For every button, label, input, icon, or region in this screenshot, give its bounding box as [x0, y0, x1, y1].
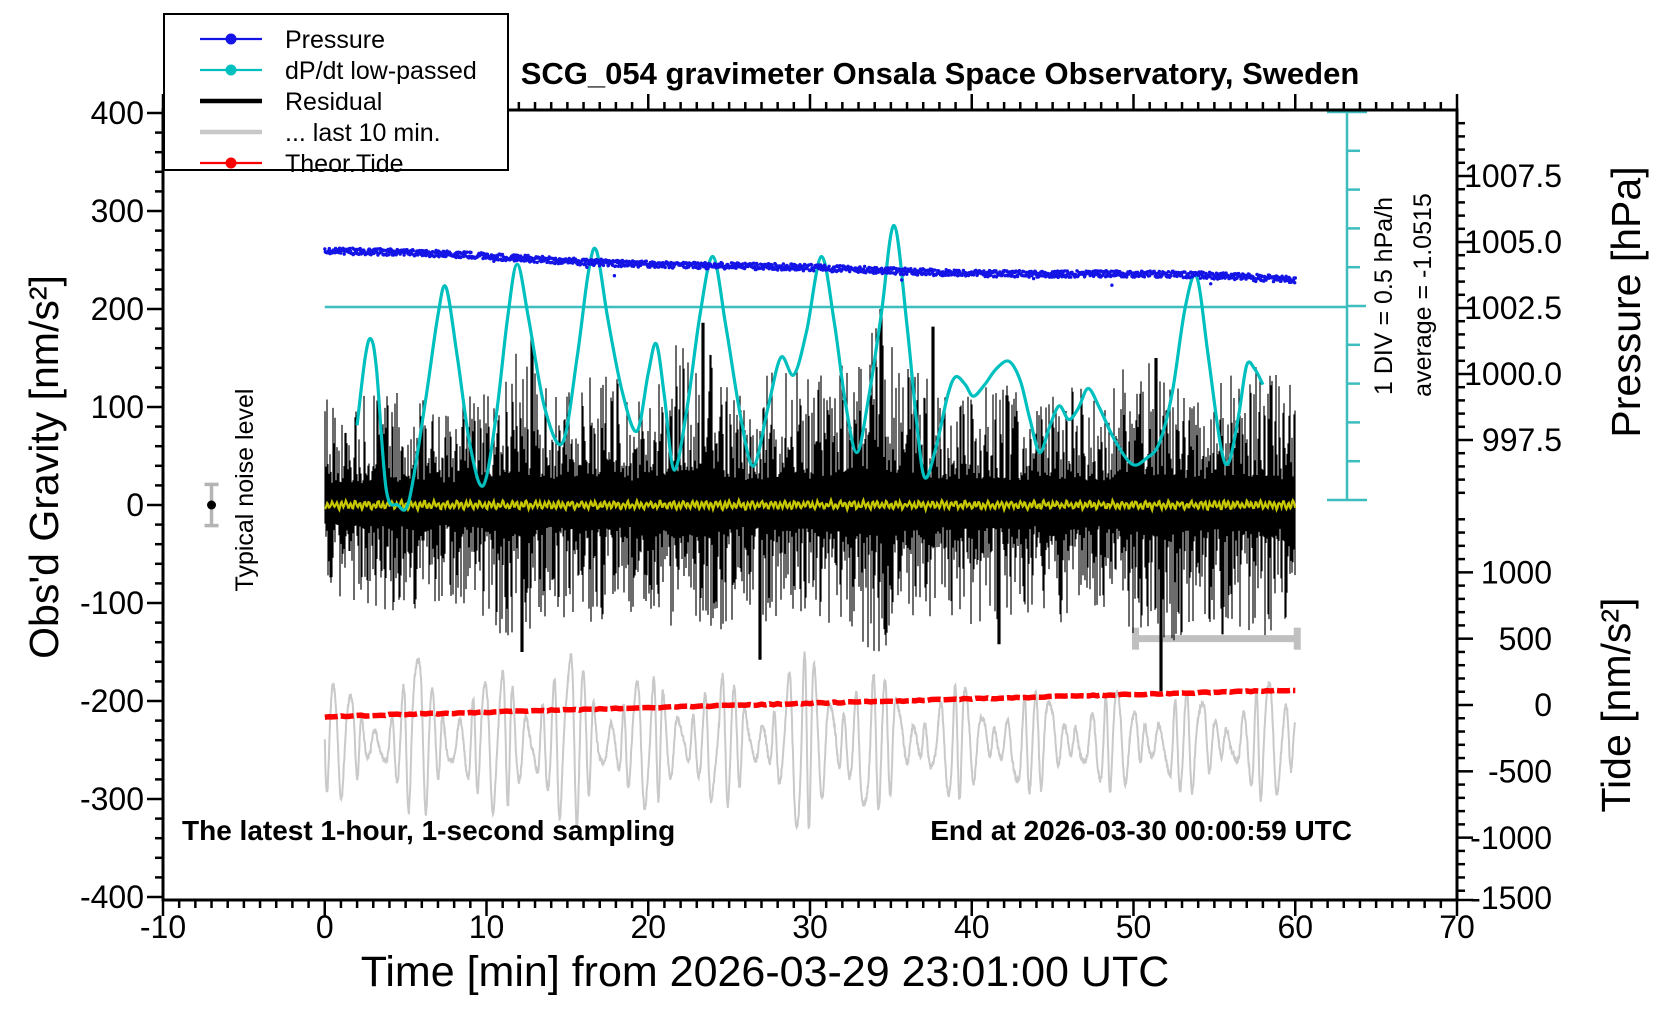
- tick-label: 60: [1277, 909, 1313, 945]
- tick-label: 300: [91, 193, 144, 229]
- theor-tide-line: [324, 687, 1296, 720]
- legend: Pressure dP/dt low-passed Residual ... last…: [163, 13, 509, 178]
- legend-item-label: Theor.Tide: [285, 150, 404, 178]
- legend-sample-dot: [225, 64, 237, 76]
- legend-item: dP/dt low-passed: [200, 57, 477, 85]
- tick-label: -100: [80, 585, 144, 621]
- legend-item-label: Residual: [285, 88, 382, 116]
- legend-item-label: ... last 10 min.: [285, 119, 441, 147]
- plot-frame: [161, 108, 1459, 902]
- last10-residual-trace: [323, 651, 1296, 831]
- tick-label: 997.5: [1482, 422, 1562, 458]
- average-slope-note: average = -1.0515: [1409, 193, 1437, 397]
- tick-label: 20: [630, 909, 666, 945]
- dpdt-lowpassed-curve: [355, 223, 1265, 512]
- chart-title: SCG_054 gravimeter Onsala Space Observat…: [521, 56, 1360, 91]
- tick-label: 1000.0: [1464, 356, 1562, 392]
- div-scale-note: 1 DIV = 0.5 hPa/h: [1370, 197, 1398, 395]
- tick-label: -1000: [1470, 820, 1552, 856]
- tick-label: -200: [80, 683, 144, 719]
- x-axis-label: Time [min] from 2026-03-29 23:01:00 UTC: [361, 948, 1170, 996]
- residual-noise-trace: [324, 309, 1296, 692]
- tick-label: 0: [1534, 687, 1552, 723]
- legend-item: ... last 10 min.: [200, 119, 441, 147]
- gravity-zero-trace: [324, 496, 1297, 514]
- legend-item: Theor.Tide: [200, 150, 404, 178]
- legend-item-label: dP/dt low-passed: [285, 57, 477, 85]
- left-y-axis-label: Obs'd Gravity [nm/s²]: [21, 275, 67, 659]
- legend-sample-dot: [225, 33, 237, 45]
- tick-label: 70: [1439, 909, 1475, 945]
- tick-label: 10: [469, 909, 505, 945]
- tick-label: 1005.0: [1464, 224, 1562, 260]
- tick-label: -300: [80, 781, 144, 817]
- tick-label: -400: [80, 879, 144, 915]
- legend-item: Residual: [200, 88, 382, 116]
- tick-label: 500: [1499, 621, 1552, 657]
- legend-sample-dot: [225, 157, 237, 169]
- tick-label: 1007.5: [1464, 158, 1562, 194]
- tick-label: 0: [126, 487, 144, 523]
- tick-label: 200: [91, 291, 144, 327]
- tide-axis-label: Tide [nm/s²]: [1593, 598, 1639, 813]
- tick-label: 50: [1116, 909, 1152, 945]
- tick-label: 1002.5: [1464, 290, 1562, 326]
- tick-label: 1000: [1481, 555, 1552, 591]
- tick-label: -10: [140, 909, 186, 945]
- typical-noise-level-label: Typical noise level: [231, 389, 259, 592]
- pressure-dots-trace: [323, 246, 1298, 287]
- dpdt-ruler: [324, 110, 1367, 502]
- tick-label: -1500: [1470, 880, 1552, 916]
- legend-item: Pressure: [200, 26, 385, 54]
- end-time-note: End at 2026-03-30 00:00:59 UTC: [930, 815, 1352, 846]
- tick-label: 30: [792, 909, 828, 945]
- tick-label: 40: [954, 909, 990, 945]
- tick-label: -500: [1488, 754, 1552, 790]
- axis-tick-labels: -10 0 10 20 30 40 50 60 704003002001000-100-200-…: [80, 95, 1562, 945]
- tick-label: 100: [91, 389, 144, 425]
- pressure-axis-label: Pressure [hPa]: [1603, 166, 1649, 437]
- noise-dot: [207, 500, 217, 510]
- tick-label: 400: [91, 95, 144, 131]
- noise-level-marker: [204, 482, 219, 528]
- legend-item-label: Pressure: [285, 26, 385, 54]
- tick-label: 0: [316, 909, 334, 945]
- sampling-note: The latest 1-hour, 1-second sampling: [182, 815, 675, 846]
